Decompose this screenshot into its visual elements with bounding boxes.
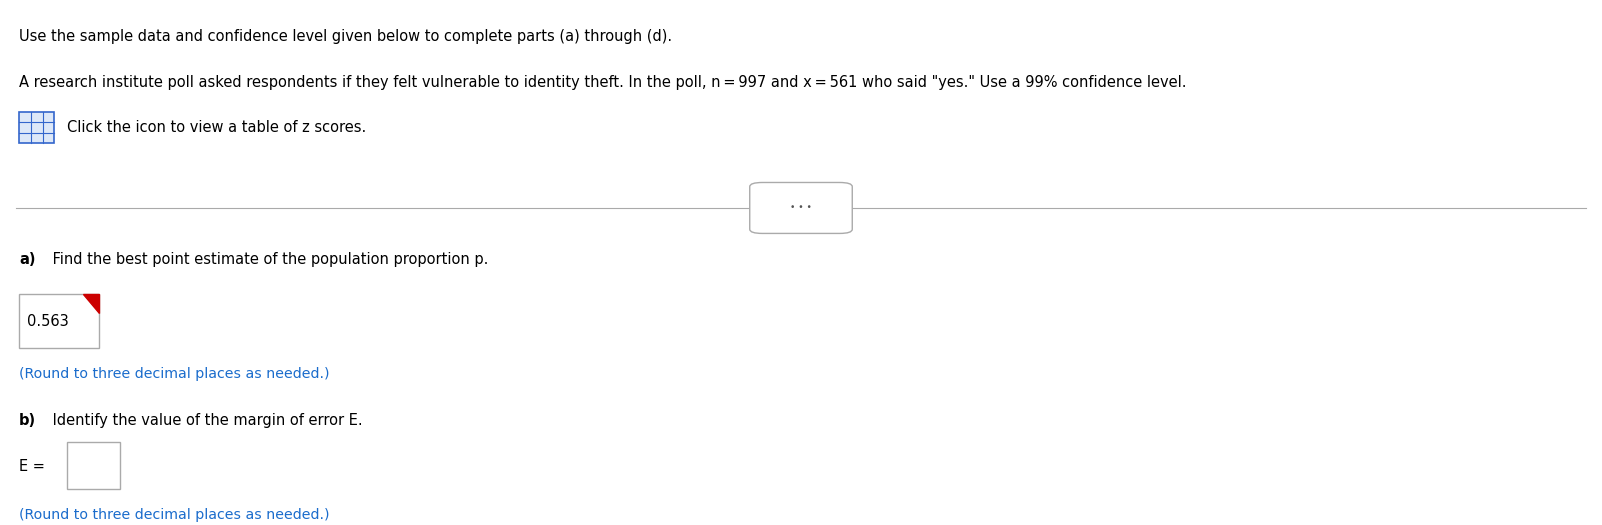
Text: Click the icon to view a table of z scores.: Click the icon to view a table of z scor… xyxy=(67,120,367,135)
FancyBboxPatch shape xyxy=(750,183,852,234)
Text: 0.563: 0.563 xyxy=(27,313,69,329)
Text: (Round to three decimal places as needed.): (Round to three decimal places as needed… xyxy=(19,366,330,381)
Text: Identify the value of the margin of error E.: Identify the value of the margin of erro… xyxy=(48,413,362,428)
Text: Find the best point estimate of the population proportion p.: Find the best point estimate of the popu… xyxy=(48,252,489,267)
FancyBboxPatch shape xyxy=(19,112,54,143)
Text: a): a) xyxy=(19,252,35,267)
Text: (Round to three decimal places as needed.): (Round to three decimal places as needed… xyxy=(19,508,330,522)
Text: E =: E = xyxy=(19,459,45,475)
Text: Use the sample data and confidence level given below to complete parts (a) throu: Use the sample data and confidence level… xyxy=(19,28,673,44)
FancyBboxPatch shape xyxy=(67,442,120,489)
Text: • • •: • • • xyxy=(790,204,812,213)
Text: A research institute poll asked respondents if they felt vulnerable to identity : A research institute poll asked responde… xyxy=(19,76,1187,90)
Text: b): b) xyxy=(19,413,37,428)
Polygon shape xyxy=(83,294,99,313)
FancyBboxPatch shape xyxy=(19,294,99,348)
